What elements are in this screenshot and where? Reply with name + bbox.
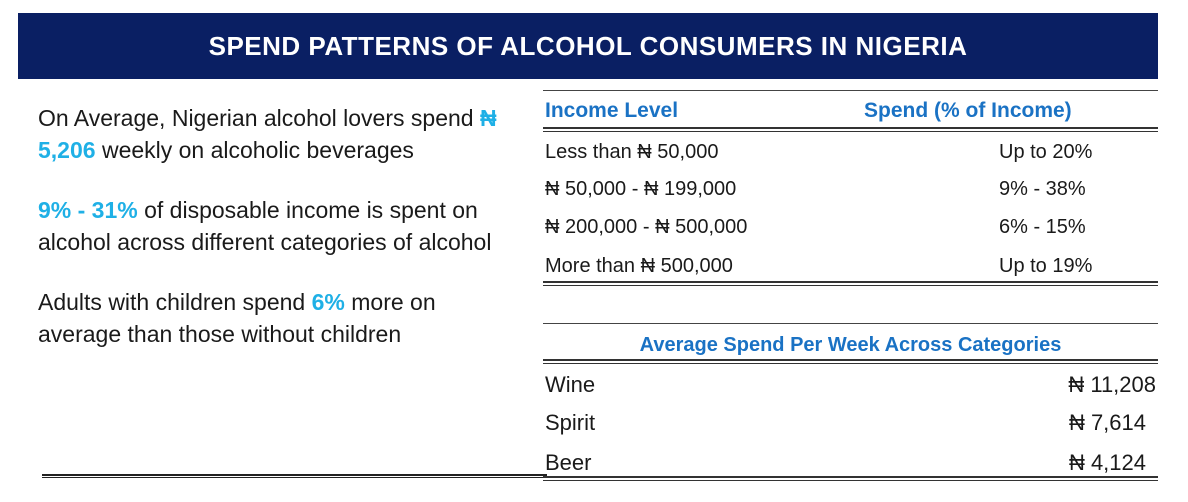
category-row-spirit: Spirit xyxy=(545,410,596,435)
fact-highlight: 9% - 31% xyxy=(38,197,138,223)
fact-highlight: 6% xyxy=(311,289,345,315)
spend-percent-header: Spend (% of Income) xyxy=(864,99,1072,122)
category-row-beer: Beer xyxy=(545,450,592,475)
income-table-top-rule xyxy=(543,90,1158,91)
income-table-bottom-rule xyxy=(543,281,1158,286)
income-row-2-spend: 9% - 38% xyxy=(999,178,1086,200)
title-banner: SPEND PATTERNS OF ALCOHOL CONSUMERS IN N… xyxy=(18,13,1158,79)
income-row-4-spend: Up to 19% xyxy=(999,255,1093,277)
fact-text: On Average, Nigerian alcohol lovers spen… xyxy=(38,105,480,131)
income-row-3-spend: 6% - 15% xyxy=(999,216,1086,238)
category-table-title: Average Spend Per Week Across Categories xyxy=(639,334,1062,356)
income-row-1-spend: Up to 20% xyxy=(999,141,1093,163)
fact-text: of disposable income is spent on alcohol… xyxy=(38,197,492,255)
fact-income-share: 9% - 31% of disposable income is spent o… xyxy=(38,194,508,258)
category-row-wine: Wine xyxy=(545,372,596,397)
category-row-beer-amount: ₦ 4,124 xyxy=(1068,450,1146,475)
category-row-wine-amount: ₦ 11,208 xyxy=(1068,372,1156,397)
fact-average-weekly-spend: On Average, Nigerian alcohol lovers spen… xyxy=(38,102,508,166)
income-row-3-income: ₦ 200,000 - ₦ 500,000 xyxy=(545,216,748,238)
income-row-1-income: Less than ₦ 50,000 xyxy=(545,141,719,163)
income-level-header: Income Level xyxy=(545,99,679,122)
income-row-2-income: ₦ 50,000 - ₦ 199,000 xyxy=(545,178,737,200)
category-table-header-rule xyxy=(543,359,1158,364)
fact-text: more on average than those without child… xyxy=(38,289,436,347)
category-table-bottom-rule xyxy=(543,476,1158,481)
key-facts: On Average, Nigerian alcohol lovers spen… xyxy=(38,102,508,378)
fact-highlight: ₦ 5,206 xyxy=(38,105,497,163)
page-title: SPEND PATTERNS OF ALCOHOL CONSUMERS IN N… xyxy=(208,30,968,61)
category-row-spirit-amount: ₦ 7,614 xyxy=(1068,410,1146,435)
bottom-divider xyxy=(42,474,547,478)
category-table-top-rule xyxy=(543,323,1158,324)
fact-text: weekly on alcoholic beverages xyxy=(95,137,414,163)
fact-adults-with-children: Adults with children spend 6% more on av… xyxy=(38,286,508,350)
income-row-4-income: More than ₦ 500,000 xyxy=(545,255,733,277)
income-table-header-rule xyxy=(543,127,1158,132)
fact-text: Adults with children spend xyxy=(38,289,312,315)
